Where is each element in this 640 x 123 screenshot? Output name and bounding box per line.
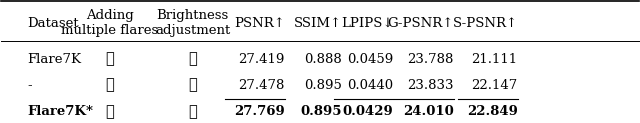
- Text: Flare7K*: Flare7K*: [27, 106, 93, 118]
- Text: ✓: ✓: [106, 79, 114, 92]
- Text: 27.478: 27.478: [239, 79, 285, 92]
- Text: Dataset: Dataset: [27, 16, 79, 30]
- Text: G-PSNR↑: G-PSNR↑: [387, 16, 454, 30]
- Text: ✓: ✓: [106, 105, 114, 119]
- Text: 0.0429: 0.0429: [342, 106, 394, 118]
- Text: LPIPS↓: LPIPS↓: [340, 16, 394, 30]
- Text: ✗: ✗: [188, 52, 197, 66]
- Text: ✓: ✓: [188, 105, 197, 119]
- Text: 0.0459: 0.0459: [347, 53, 394, 66]
- Text: ✗: ✗: [106, 52, 114, 66]
- Text: 27.769: 27.769: [234, 106, 285, 118]
- Text: 27.419: 27.419: [239, 53, 285, 66]
- Text: Flare7K: Flare7K: [27, 53, 81, 66]
- Text: 21.111: 21.111: [472, 53, 518, 66]
- Text: -: -: [27, 79, 31, 92]
- Text: 22.849: 22.849: [467, 106, 518, 118]
- Text: 23.833: 23.833: [407, 79, 454, 92]
- Text: PSNR↑: PSNR↑: [234, 16, 285, 30]
- Text: ✗: ✗: [188, 79, 197, 92]
- Text: SSIM↑: SSIM↑: [294, 16, 342, 30]
- Text: 0.888: 0.888: [305, 53, 342, 66]
- Text: 0.895: 0.895: [305, 79, 342, 92]
- Text: 22.147: 22.147: [471, 79, 518, 92]
- Text: S-PSNR↑: S-PSNR↑: [452, 16, 518, 30]
- Text: 0.0440: 0.0440: [347, 79, 394, 92]
- Text: Brightness
adjustment: Brightness adjustment: [155, 9, 230, 37]
- Text: 0.895: 0.895: [301, 106, 342, 118]
- Text: 24.010: 24.010: [403, 106, 454, 118]
- Text: Adding
multiple flares: Adding multiple flares: [61, 9, 158, 37]
- Text: 23.788: 23.788: [408, 53, 454, 66]
